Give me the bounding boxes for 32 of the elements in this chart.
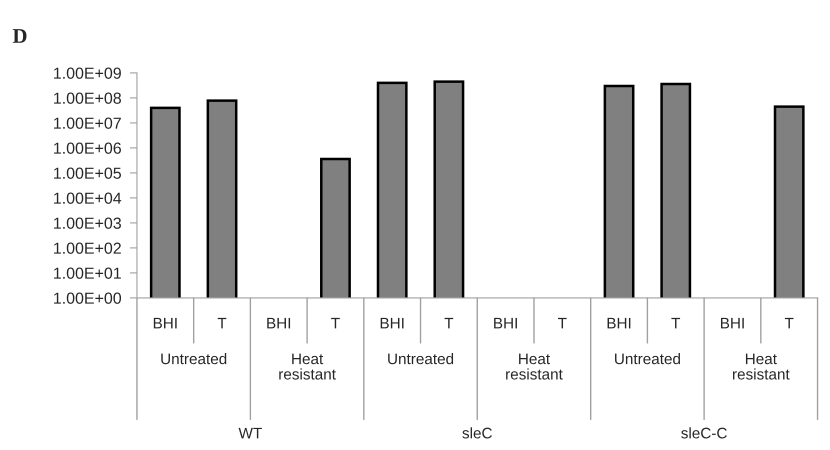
y-tick-label: 1.00E+07 — [54, 118, 121, 129]
x-tick-label: BHI — [380, 318, 404, 328]
y-tick-label: 1.00E+04 — [54, 192, 122, 204]
y-tick-label: 1.00E+05 — [54, 168, 122, 179]
x-tick-label: BHI — [720, 318, 744, 328]
text: Heat resistant — [732, 354, 790, 380]
text: sleC — [462, 427, 492, 438]
text: Untreated — [388, 353, 454, 364]
x-tick-label: T — [671, 318, 680, 328]
y-tick-label: 1.00E+08 — [54, 92, 121, 104]
x-tick-label: T — [331, 318, 340, 328]
y-tick-label: 1.00E+00 — [54, 292, 122, 304]
x-tick-label: T — [784, 318, 794, 328]
text: Heat resistant — [279, 354, 336, 380]
text: sleC-C — [681, 427, 727, 438]
x-tick-label: T — [558, 318, 567, 328]
text: WT — [238, 428, 262, 438]
text: Untreated — [161, 353, 226, 364]
y-tick-label: 1.00E+01 — [54, 268, 121, 279]
x-tick-label: T — [218, 318, 226, 328]
x-tick-label: BHI — [267, 318, 290, 328]
text: Heat resistant — [506, 354, 563, 380]
text: Untreated — [615, 353, 680, 364]
y-tick-label: 1.00E+09 — [54, 68, 121, 79]
chart-title: D — [12, 29, 26, 43]
x-tick-label: T — [444, 318, 454, 328]
y-tick-label: 1.00E+02 — [54, 242, 121, 254]
x-tick-label: BHI — [494, 318, 517, 328]
x-tick-label: BHI — [154, 318, 177, 328]
y-tick-label: 1.00E+06 — [54, 142, 121, 154]
x-tick-label: BHI — [608, 318, 630, 328]
y-tick-label: 1.00E+03 — [54, 218, 121, 229]
